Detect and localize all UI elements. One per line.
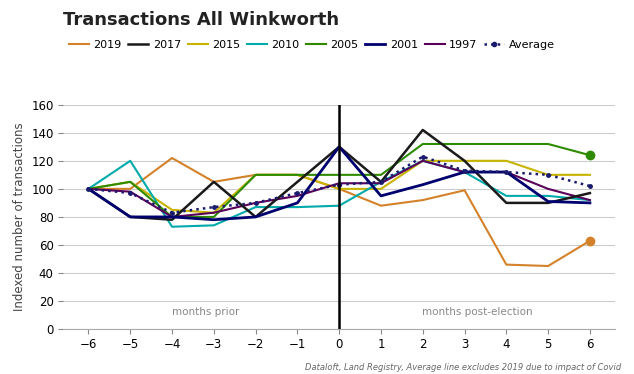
Text: Dataloft, Land Registry, Average line excludes 2019 due to impact of Covid: Dataloft, Land Registry, Average line ex… (305, 363, 621, 372)
Text: months post-election: months post-election (422, 307, 533, 317)
Text: Transactions All Winkworth: Transactions All Winkworth (63, 11, 340, 29)
Legend: 2019, 2017, 2015, 2010, 2005, 2001, 1997, Average: 2019, 2017, 2015, 2010, 2005, 2001, 1997… (69, 40, 555, 50)
Y-axis label: Indexed number of transactions: Indexed number of transactions (13, 123, 26, 311)
Text: months prior: months prior (172, 307, 239, 317)
